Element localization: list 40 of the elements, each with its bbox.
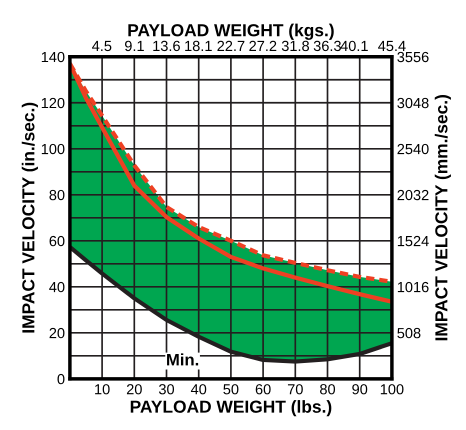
x-tick-label: 50: [223, 384, 238, 394]
x-tick-label: 10: [95, 384, 110, 394]
x2-tick-label: 4.5: [92, 40, 112, 52]
annotation: Min.: [167, 353, 198, 366]
x2-tick-label: 36.3: [314, 40, 341, 52]
y2-tick-label: 2540: [398, 144, 429, 154]
x2-tick-label: 18.1: [185, 40, 212, 52]
x-tick-label: 20: [126, 384, 142, 394]
x2-tick-label: 27.2: [249, 40, 276, 51]
y-tick-label: 60: [50, 236, 64, 246]
x-tick-label: 70: [288, 384, 303, 394]
y-tick-label: 0: [58, 374, 64, 384]
y2-tick-label: 508: [397, 328, 420, 338]
x-tick-label: 30: [158, 384, 174, 394]
y-tick-label: 120: [42, 98, 64, 108]
x2-tick-label: 22.7: [217, 40, 244, 51]
y-tick-label: 80: [49, 190, 64, 200]
x-axis-title: PAYLOAD WEIGHT (lbs.): [130, 400, 332, 416]
y2-axis-title: IMPACT VELOCITY (mm./sec.): [434, 95, 451, 340]
x2-tick-label: 31.8: [282, 40, 310, 52]
x-tick-label: 100: [380, 384, 404, 394]
y-axis-title: IMPACT VELOCITY (in./sec.): [22, 102, 38, 333]
x2-tick-label: 13.6: [153, 40, 180, 52]
y2-tick-label: 3048: [397, 98, 429, 108]
y-tick-label: 100: [42, 144, 64, 154]
y-tick-label: 40: [49, 282, 64, 292]
y2-tick-label: 1524: [398, 236, 429, 246]
x-tick-label: 40: [190, 384, 206, 394]
y-tick-label: 140: [42, 52, 64, 62]
x2-tick-label: 40.1: [340, 40, 368, 52]
x-tick-label: 60: [256, 384, 271, 394]
y-tick-label: 20: [50, 328, 64, 338]
x2-tick-label: 9.1: [124, 40, 144, 52]
x-tick-label: 80: [320, 384, 336, 394]
y2-tick-label: 1016: [398, 282, 429, 292]
x2-tick-label: 45.4: [378, 40, 406, 52]
y2-tick-label: 3556: [397, 52, 429, 62]
x-tick-label: 90: [352, 384, 368, 394]
y2-tick-label: 2032: [398, 190, 428, 200]
x2-axis-title: PAYLOAD WEIGHT (kgs.): [128, 24, 334, 40]
